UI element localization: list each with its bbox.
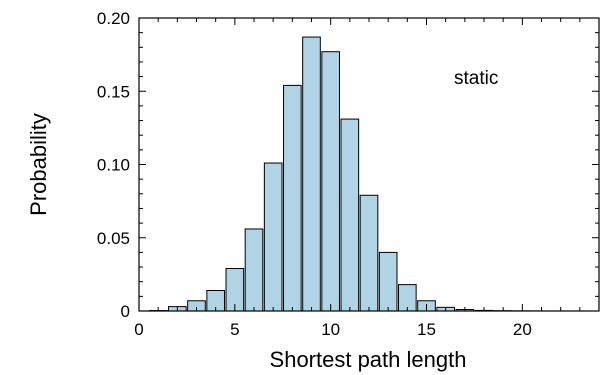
y-tick-label: 0.10 — [97, 156, 130, 175]
bar-7 — [263, 162, 283, 312]
x-tick-label: 15 — [417, 320, 436, 339]
bar-12 — [359, 194, 379, 312]
y-tick-label: 0 — [121, 302, 130, 321]
bar-11 — [340, 118, 360, 312]
y-axis-title: Probability — [26, 113, 51, 216]
tick-labels: 0 5 10 15 20 0 0.05 0.10 0.15 0.20 — [97, 9, 532, 339]
x-tick-label: 10 — [321, 320, 340, 339]
bar-9 — [302, 36, 321, 312]
bar-10 — [321, 51, 340, 312]
bars — [148, 36, 590, 312]
ticks — [138, 17, 600, 312]
y-tick-label: 0.20 — [97, 9, 130, 28]
x-axis-title: Shortest path length — [270, 347, 467, 372]
bar-6 — [244, 228, 264, 312]
x-tick-label: 5 — [230, 320, 239, 339]
x-tick-label: 0 — [134, 320, 143, 339]
annotation-label: static — [454, 68, 498, 89]
x-tick-label: 20 — [513, 320, 532, 339]
bar-13 — [378, 251, 398, 312]
y-tick-label: 0.15 — [97, 82, 130, 101]
bar-8 — [283, 84, 302, 312]
y-tick-label: 0.05 — [97, 229, 130, 248]
